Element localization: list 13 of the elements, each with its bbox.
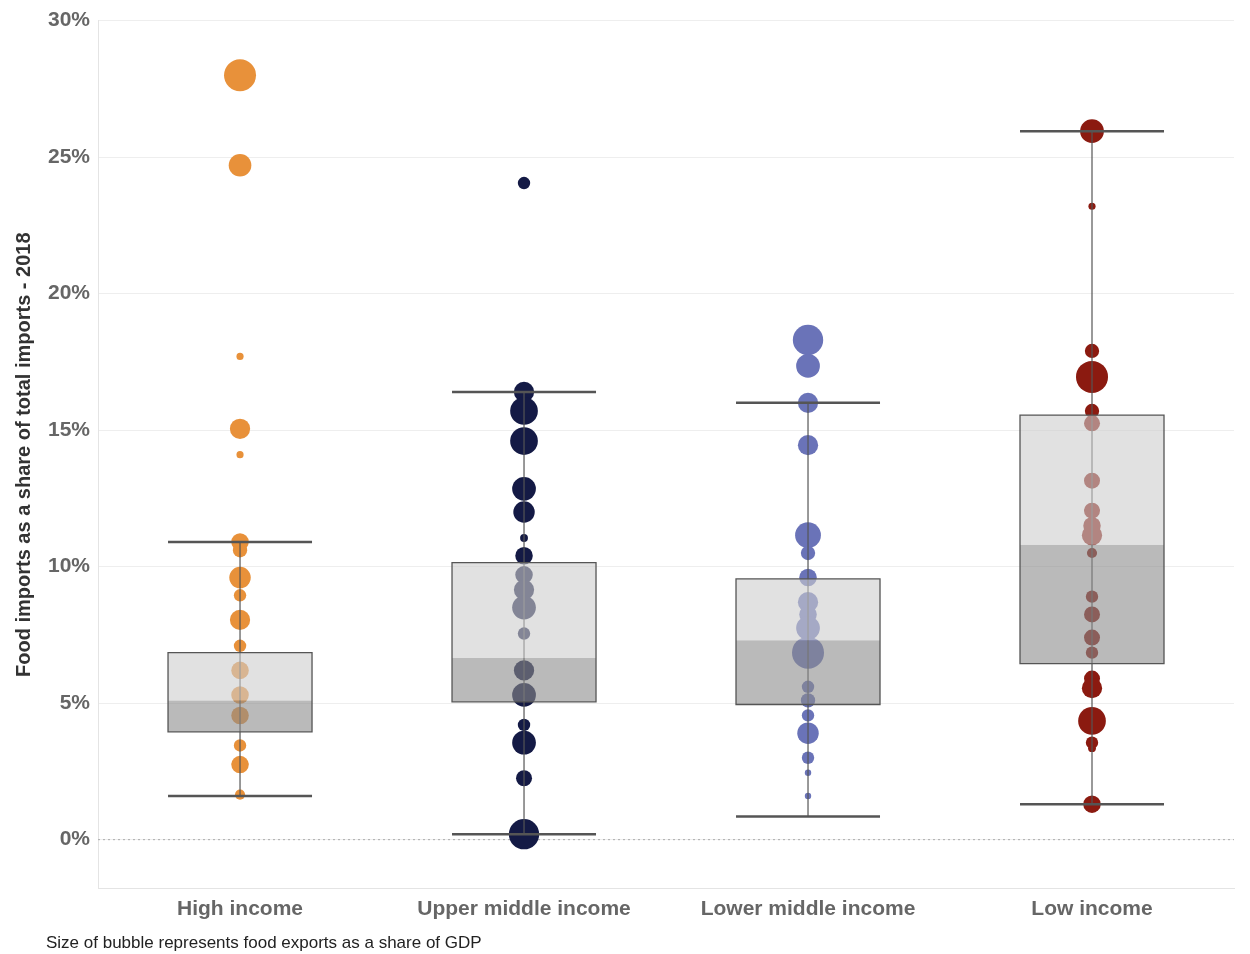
y-tick-label: 20% (48, 280, 91, 304)
y-tick-label: 10% (48, 553, 91, 577)
y-axis-title: Food imports as a share of total imports - 2018 (11, 232, 34, 677)
y-tick-label: 25% (48, 143, 91, 167)
x-tick-label: High income (177, 896, 304, 920)
y-tick-label: 15% (48, 416, 91, 440)
y-tick-label: 5% (59, 689, 91, 713)
text: Size of bubble represents food exports as a share of GDP (46, 933, 482, 953)
y-tick-label: 30% (48, 7, 91, 31)
x-tick-label: Low income (1031, 896, 1153, 920)
y-tick-label: 0% (59, 826, 91, 850)
x-tick-label: Upper middle income (417, 896, 631, 920)
x-tick-label: Lower middle income (700, 896, 916, 920)
